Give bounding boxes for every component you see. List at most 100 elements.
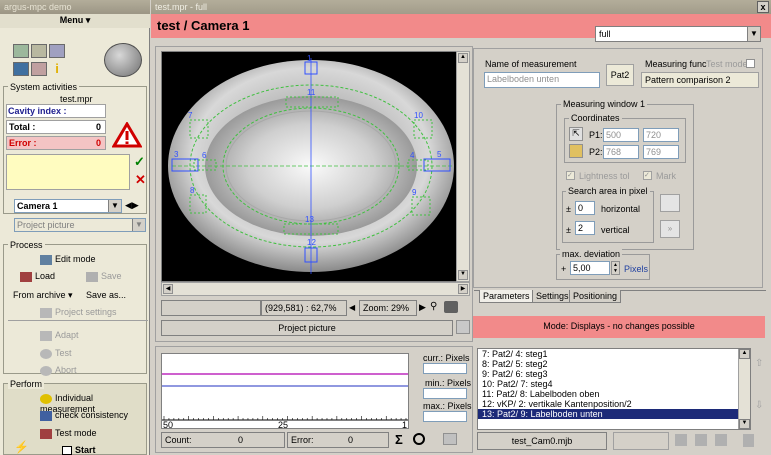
count-value: 0 xyxy=(238,435,244,445)
window-8[interactable] xyxy=(189,194,207,214)
name-label: Name of measurement xyxy=(485,59,577,69)
p1-x-field[interactable]: 500 xyxy=(603,128,639,142)
window-1[interactable] xyxy=(304,61,318,75)
vertical-scrollbar[interactable]: ▲ ▼ xyxy=(456,51,470,282)
pointer-icon[interactable]: ⇱ xyxy=(569,127,583,141)
lightness-checkbox[interactable]: ✓ xyxy=(566,171,575,180)
project-settings-button[interactable]: Project settings xyxy=(40,307,117,318)
info-icon[interactable]: i xyxy=(55,61,59,76)
next-icon[interactable]: » xyxy=(660,220,680,238)
window-11[interactable] xyxy=(285,96,339,108)
vertical-field[interactable]: 2 xyxy=(575,221,595,235)
tab-settings[interactable]: Settings xyxy=(532,290,573,303)
file-button[interactable]: test_Cam0.mjb xyxy=(477,432,607,450)
list-item[interactable]: 12: vKP/ 2: vertikale Kantenposition/2 xyxy=(482,399,632,409)
window-10[interactable] xyxy=(413,119,433,139)
check-consistency-button[interactable]: check consistency xyxy=(40,410,128,421)
name-field[interactable]: Labelboden unten xyxy=(484,72,600,88)
snapshot-icon[interactable] xyxy=(444,301,458,313)
horizontal-field[interactable]: 0 xyxy=(575,201,595,215)
tool-icon-2[interactable] xyxy=(695,434,707,446)
tab-positioning[interactable]: Positioning xyxy=(569,290,622,303)
mark-checkbox[interactable]: ✓ xyxy=(643,171,652,180)
coordinates-group xyxy=(564,118,686,163)
close-button[interactable]: x xyxy=(757,1,769,13)
individual-measurement-button[interactable]: Individual measurement xyxy=(40,393,96,414)
camera-icon[interactable] xyxy=(31,44,47,58)
window-icon[interactable] xyxy=(49,44,65,58)
deviation-field[interactable]: 5,00 xyxy=(570,261,610,275)
check-icon xyxy=(40,410,52,421)
project-picture-button[interactable]: Project picture xyxy=(161,320,453,336)
blank-cell xyxy=(613,432,669,450)
camera-image[interactable]: 1 12 3 5 11 13 6 4 7 10 8 9 2 xyxy=(161,51,461,282)
confirm-icon[interactable]: ✓ xyxy=(134,154,145,169)
list-item[interactable]: 7: Pat2/ 4: steg1 xyxy=(482,349,548,359)
label-6: 6 xyxy=(202,151,207,160)
window-9[interactable] xyxy=(411,196,431,216)
list-item[interactable]: 11: Pat2/ 8: Labelboden oben xyxy=(482,389,600,399)
lock-icon[interactable] xyxy=(569,144,583,158)
func-field: Pattern comparison 2 xyxy=(641,72,759,88)
menu-button[interactable]: Menu ▾ xyxy=(0,14,150,28)
timer-icon[interactable] xyxy=(413,433,425,445)
horizontal-scrollbar[interactable]: ◀ ▶ xyxy=(161,282,470,296)
label-9: 9 xyxy=(412,188,417,197)
zoom-in-icon[interactable]: ▶ xyxy=(419,302,426,312)
window-3[interactable] xyxy=(171,158,199,172)
edit-mode-button[interactable]: Edit mode xyxy=(40,254,96,265)
window-12[interactable] xyxy=(304,247,318,263)
magnifier-icon[interactable]: ⚲ xyxy=(430,301,438,312)
page-title: test / Camera 1 xyxy=(157,18,250,33)
label-5: 5 xyxy=(437,150,442,159)
window-4[interactable] xyxy=(407,159,429,171)
list-item[interactable]: 10: Pat2/ 7: steg4 xyxy=(482,379,553,389)
trash-icon[interactable] xyxy=(743,434,754,447)
test-mode-button[interactable]: Test mode xyxy=(40,428,97,439)
camera-prev-next[interactable]: ◀▶ xyxy=(125,200,139,210)
tools-icon[interactable] xyxy=(31,62,47,76)
test-button[interactable]: Test xyxy=(40,348,72,359)
picture-select[interactable]: Project picture ▼ xyxy=(14,218,146,232)
p1-y-field[interactable]: 720 xyxy=(643,128,679,142)
load-button[interactable]: Load xyxy=(20,271,55,282)
chart-icon[interactable] xyxy=(443,433,457,445)
view-select[interactable]: full ▼ xyxy=(595,26,761,42)
grid-icon[interactable] xyxy=(13,62,29,76)
abort-button[interactable]: Abort xyxy=(40,365,77,376)
list-item[interactable]: 8: Pat2/ 5: steg2 xyxy=(482,359,548,369)
label-7: 7 xyxy=(188,111,193,120)
tool-icon-1[interactable] xyxy=(675,434,687,446)
measurement-list[interactable]: 7: Pat2/ 4: steg1 8: Pat2/ 5: steg2 9: Pat… xyxy=(477,348,751,430)
deviation-spinner[interactable]: ▲ ▼ xyxy=(611,261,620,275)
zoom-out-icon[interactable]: ◀ xyxy=(349,303,356,312)
monitor-icon[interactable] xyxy=(13,44,29,58)
sum-icon[interactable]: Σ xyxy=(395,432,403,447)
cancel-icon[interactable]: ✕ xyxy=(135,172,146,187)
tool-icon-3[interactable] xyxy=(715,434,727,446)
system-activities-title: System activities xyxy=(8,82,80,92)
move-up-icon[interactable]: ⇧ xyxy=(755,358,764,369)
copy-icon[interactable] xyxy=(456,320,470,334)
area-icon[interactable] xyxy=(660,194,680,212)
camera-select[interactable]: Camera 1 ▼ xyxy=(14,199,122,213)
from-archive-button[interactable]: From archive ▾ xyxy=(13,290,73,300)
test-icon xyxy=(40,348,52,359)
mode-status: Mode: Displays - no changes possible xyxy=(473,316,765,338)
tab-parameters[interactable]: Parameters xyxy=(479,290,534,303)
save-as-button[interactable]: Save as... xyxy=(86,290,127,300)
save-button[interactable]: Save xyxy=(86,271,122,282)
p2-y-field[interactable]: 769 xyxy=(643,145,679,159)
window-7[interactable] xyxy=(189,119,209,139)
start-button[interactable]: Start xyxy=(62,445,96,455)
lightning-icon: ⚡ xyxy=(14,440,29,454)
p2-x-field[interactable]: 768 xyxy=(603,145,639,159)
list-item[interactable]: 13: Pat2/ 9: Labelboden unten xyxy=(478,409,750,419)
save-icon xyxy=(86,271,98,282)
test-mode-checkbox[interactable] xyxy=(746,59,755,68)
list-item[interactable]: 9: Pat2/ 6: steg3 xyxy=(482,369,548,379)
deviation-unit: Pixels xyxy=(624,264,649,274)
move-down-icon[interactable]: ⇩ xyxy=(755,400,764,411)
adapt-button[interactable]: Adapt xyxy=(40,330,79,341)
window-5[interactable] xyxy=(423,158,451,172)
